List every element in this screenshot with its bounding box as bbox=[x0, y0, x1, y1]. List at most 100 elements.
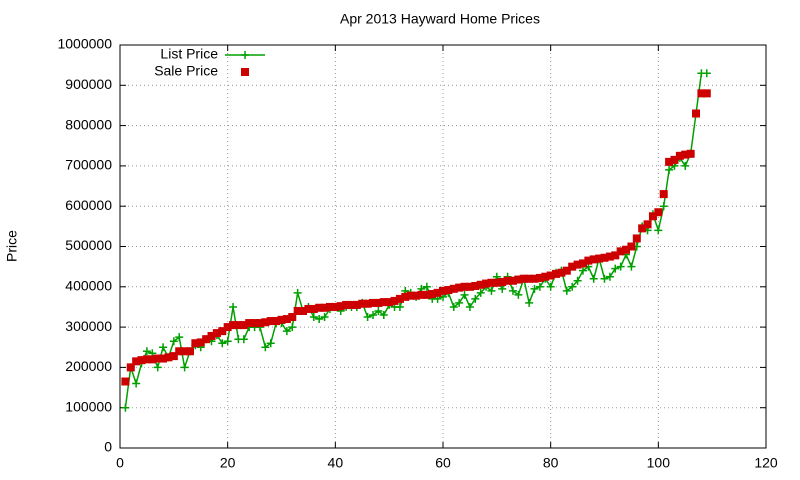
point bbox=[352, 300, 361, 309]
point bbox=[406, 291, 415, 300]
y-tick-label: 900000 bbox=[65, 76, 112, 92]
point bbox=[288, 323, 297, 332]
point bbox=[471, 294, 480, 303]
series-line bbox=[124, 72, 707, 408]
point bbox=[503, 276, 512, 285]
point bbox=[320, 303, 329, 312]
point bbox=[675, 151, 684, 160]
point bbox=[153, 363, 162, 372]
point bbox=[142, 355, 151, 364]
point bbox=[514, 290, 523, 299]
point bbox=[595, 254, 604, 263]
point bbox=[546, 282, 555, 291]
point bbox=[218, 327, 227, 336]
point bbox=[121, 377, 130, 386]
point bbox=[600, 274, 609, 283]
point bbox=[180, 347, 189, 356]
point bbox=[315, 303, 324, 312]
point bbox=[498, 277, 507, 286]
point bbox=[169, 352, 178, 361]
x-tick-label: 100 bbox=[647, 455, 671, 471]
y-axis-label: Price bbox=[4, 230, 20, 262]
point bbox=[309, 304, 318, 313]
point bbox=[202, 335, 211, 344]
point bbox=[282, 315, 291, 324]
point bbox=[605, 272, 614, 281]
point bbox=[169, 337, 178, 346]
point bbox=[137, 356, 146, 365]
point bbox=[681, 150, 690, 159]
y-tick-label: 600000 bbox=[65, 197, 112, 213]
point bbox=[460, 282, 469, 291]
point bbox=[578, 266, 587, 275]
point bbox=[126, 363, 135, 372]
point bbox=[428, 290, 437, 299]
point bbox=[605, 252, 614, 261]
point bbox=[562, 286, 571, 295]
point bbox=[218, 339, 227, 348]
y-tick-label: 0 bbox=[104, 439, 112, 455]
point bbox=[379, 311, 388, 320]
point bbox=[476, 280, 485, 289]
point bbox=[180, 363, 189, 372]
point bbox=[498, 284, 507, 293]
point bbox=[185, 347, 194, 356]
point bbox=[315, 315, 324, 324]
point bbox=[390, 296, 399, 305]
point bbox=[132, 357, 141, 366]
point bbox=[611, 264, 620, 273]
point bbox=[385, 298, 394, 307]
point bbox=[417, 290, 426, 299]
point bbox=[358, 299, 367, 308]
point bbox=[266, 317, 275, 326]
point bbox=[401, 292, 410, 301]
y-tick-label: 200000 bbox=[65, 358, 112, 374]
point bbox=[665, 165, 674, 174]
point bbox=[568, 282, 577, 291]
point bbox=[686, 149, 695, 158]
point bbox=[175, 347, 184, 356]
y-tick-label: 400000 bbox=[65, 278, 112, 294]
point bbox=[369, 298, 378, 307]
x-tick-label: 80 bbox=[543, 455, 559, 471]
point bbox=[412, 291, 421, 300]
point bbox=[153, 354, 162, 363]
point bbox=[627, 262, 636, 271]
point bbox=[363, 299, 372, 308]
point bbox=[159, 343, 168, 352]
point bbox=[121, 403, 130, 412]
point bbox=[229, 321, 238, 330]
point bbox=[320, 313, 329, 322]
chart-title: Apr 2013 Hayward Home Prices bbox=[340, 11, 540, 27]
point bbox=[164, 353, 173, 362]
point bbox=[191, 339, 200, 348]
point bbox=[589, 255, 598, 264]
point bbox=[342, 300, 351, 309]
y-tick-label: 700000 bbox=[65, 157, 112, 173]
point bbox=[508, 276, 517, 285]
point bbox=[374, 298, 383, 307]
point bbox=[638, 224, 647, 233]
point bbox=[492, 278, 501, 287]
point bbox=[487, 278, 496, 287]
point bbox=[525, 298, 534, 307]
x-tick-label: 120 bbox=[754, 455, 778, 471]
point bbox=[245, 319, 254, 328]
point bbox=[578, 259, 587, 268]
point bbox=[272, 317, 281, 326]
point bbox=[530, 274, 539, 283]
point bbox=[659, 202, 668, 211]
point bbox=[223, 337, 232, 346]
point bbox=[487, 286, 496, 295]
point bbox=[207, 331, 216, 340]
plot-frame bbox=[119, 44, 767, 449]
point bbox=[212, 329, 221, 338]
point bbox=[702, 69, 711, 78]
point bbox=[573, 260, 582, 269]
point bbox=[643, 220, 652, 229]
point bbox=[148, 355, 157, 364]
point bbox=[552, 269, 561, 278]
point bbox=[175, 333, 184, 342]
point bbox=[282, 327, 291, 336]
